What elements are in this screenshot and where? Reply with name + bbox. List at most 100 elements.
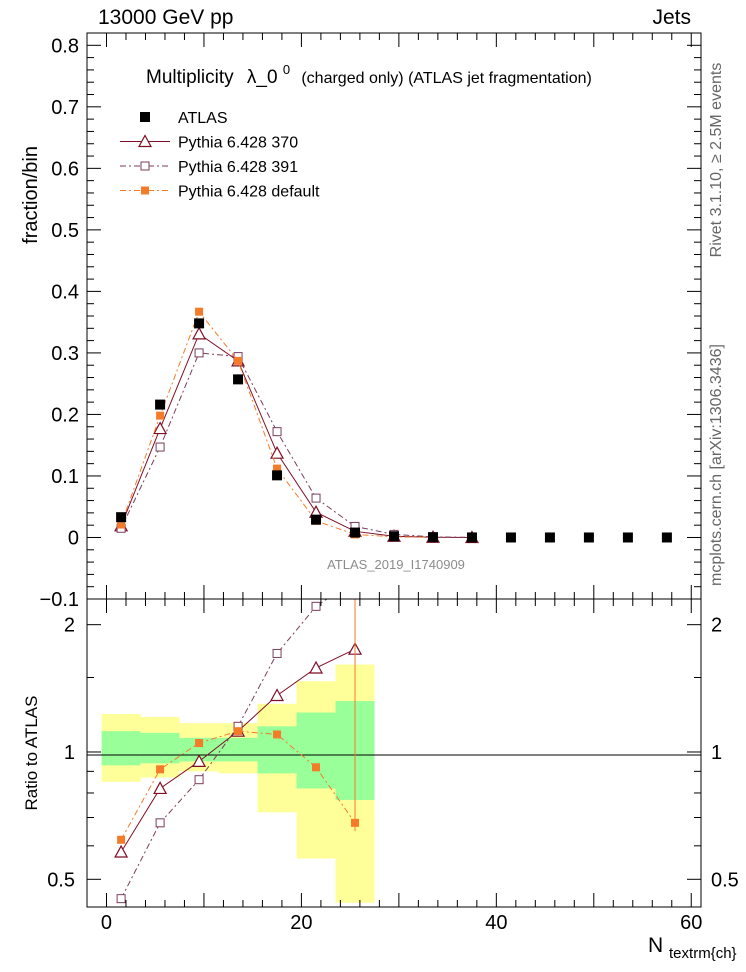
process-label: Jets: [652, 6, 691, 29]
ratio-point-pythia-6-428-391: [311, 601, 321, 611]
legend-label-pythia-6-428-391: Pythia 6.428 391: [178, 159, 298, 176]
mcplots-label: mcplots.cern.ch [arXiv:1306.3436]: [708, 344, 725, 586]
point-atlas: [350, 527, 361, 538]
ratio-bands: [101, 664, 375, 903]
ratio-point-pythia-6-428-default: [273, 730, 282, 739]
band-green: [179, 737, 219, 762]
point-atlas: [155, 399, 166, 410]
ratio-ticks: 0.5 0.51 12 20 20 40 60: [47, 599, 739, 934]
ratio-point-pythia-6-428-370: [192, 754, 207, 768]
point-pythia-6-428-391: [194, 348, 204, 358]
ratio-panel: 0.5 0.51 12 20 20 40 60 Ratio to ATLAS N textr…: [22, 576, 739, 962]
ratio-point-pythia-6-428-391: [155, 818, 165, 828]
legend-marker-pythia-6-428-391: [140, 161, 150, 171]
ratio-series: [114, 576, 363, 904]
main-ytick-label: 0: [68, 527, 79, 549]
point-pythia-6-428-370: [270, 445, 285, 459]
rivet-label: Rivet 3.1.10, ≥ 2.5M events: [708, 63, 725, 258]
main-ticks: −0.1 0 0.1 0.2 0.3 0.4 0.5 0.6 0.7 0.8: [40, 33, 701, 611]
point-atlas: [466, 532, 477, 543]
series-line-pythia-6-428-391: [120, 352, 472, 538]
point-atlas: [233, 374, 244, 385]
point-pythia-6-428-default: [195, 307, 204, 316]
legend-label-atlas: ATLAS: [178, 110, 228, 127]
point-pythia-6-428-default: [234, 356, 243, 365]
point-pythia-6-428-391: [272, 427, 282, 437]
xtick-label: 60: [680, 912, 702, 934]
main-ytick-label: 0.6: [51, 158, 79, 180]
main-ytick-label: 0.8: [51, 35, 79, 57]
point-atlas: [544, 532, 555, 543]
ratio-point-pythia-6-428-default: [234, 727, 243, 736]
main-series: [114, 307, 672, 544]
ratio-point-pythia-6-428-default: [156, 765, 165, 774]
point-atlas: [389, 531, 399, 542]
ratio-ylabel: Ratio to ATLAS: [22, 696, 41, 811]
point-pythia-6-428-default: [156, 411, 165, 420]
point-atlas: [272, 470, 283, 481]
point-atlas: [622, 532, 633, 543]
point-atlas: [583, 532, 594, 543]
point-pythia-6-428-default: [273, 464, 282, 473]
ratio-frame: [86, 598, 702, 908]
series-line-pythia-6-428-370: [120, 333, 472, 538]
ratio-point-pythia-6-428-391: [194, 775, 204, 785]
xlabel: N textrm{ch}: [648, 934, 737, 962]
main-ylabel: fraction/bin: [20, 146, 42, 244]
ratio-point-pythia-6-428-default: [117, 835, 126, 844]
main-ytick-label: 0.1: [51, 466, 79, 488]
title-sup: 0: [283, 62, 290, 77]
point-pythia-6-428-default: [117, 520, 126, 529]
energy-label: 13000 GeV pp: [98, 6, 233, 29]
point-atlas: [505, 532, 516, 543]
main-panel: −0.1 0 0.1 0.2 0.3 0.4 0.5 0.6 0.7 0.8 ATLAS Pythi…: [20, 32, 702, 611]
main-ytick-label: 0.4: [51, 281, 79, 303]
band-green: [101, 731, 141, 766]
band-green: [218, 737, 258, 762]
point-atlas: [311, 514, 322, 525]
legend-label-pythia-6-428-default: Pythia 6.428 default: [178, 184, 320, 201]
title-prefix: Multiplicity: [146, 67, 234, 88]
ratio-ytick-label-right: 1: [711, 742, 722, 764]
ratio-ytick-label: 0.5: [47, 869, 75, 891]
legend-marker-pythia-6-428-370: [137, 134, 153, 148]
point-atlas: [116, 512, 127, 523]
point-atlas: [427, 532, 438, 543]
series-line-pythia-6-428-default: [120, 310, 433, 538]
ratio-ytick-label: 2: [64, 615, 75, 637]
xtick-label: 0: [101, 912, 112, 934]
analysis-id: ATLAS_2019_I1740909: [327, 557, 465, 572]
title-suffix: (charged only) (ATLAS jet fragmentation): [301, 70, 592, 87]
point-pythia-6-428-391: [155, 442, 165, 452]
ratio-point-pythia-6-428-391: [351, 576, 359, 584]
ratio-point-pythia-6-428-370: [153, 781, 168, 795]
point-atlas: [661, 532, 672, 543]
ratio-point-pythia-6-428-391: [272, 648, 282, 658]
point-atlas: [194, 318, 205, 329]
main-ytick-label: −0.1: [40, 589, 79, 611]
ratio-ytick-label-right: 0.5: [711, 869, 739, 891]
main-ytick-label: 0.2: [51, 404, 79, 426]
legend: ATLAS Pythia 6.428 370 Pythia 6.428 391 Pyt…: [120, 110, 320, 201]
ratio-point-pythia-6-428-391: [116, 894, 126, 904]
main-ytick-label: 0.7: [51, 97, 79, 119]
xtick-label: 40: [485, 912, 507, 934]
band-green: [296, 712, 336, 789]
ratio-ytick-label-right: 2: [711, 615, 722, 637]
legend-marker-atlas: [140, 112, 150, 122]
main-ytick-label: 0.5: [51, 220, 79, 242]
ratio-point-pythia-6-428-default: [195, 739, 204, 748]
legend-marker-pythia-6-428-default: [141, 186, 149, 195]
band-green: [140, 732, 180, 764]
ratio-point-pythia-6-428-default: [312, 763, 321, 772]
ratio-ytick-label: 1: [64, 742, 75, 764]
xlabel-main: N: [648, 934, 663, 957]
point-pythia-6-428-391: [311, 493, 321, 503]
xtick-label: 20: [290, 912, 312, 934]
chart-title: Multiplicity λ_0 0 (charged only) (ATLAS…: [146, 58, 592, 88]
point-pythia-6-428-370: [192, 326, 207, 340]
ratio-point-pythia-6-428-370: [309, 660, 324, 674]
xlabel-sub: textrm{ch}: [669, 945, 737, 962]
point-pythia-6-428-370: [153, 421, 168, 435]
